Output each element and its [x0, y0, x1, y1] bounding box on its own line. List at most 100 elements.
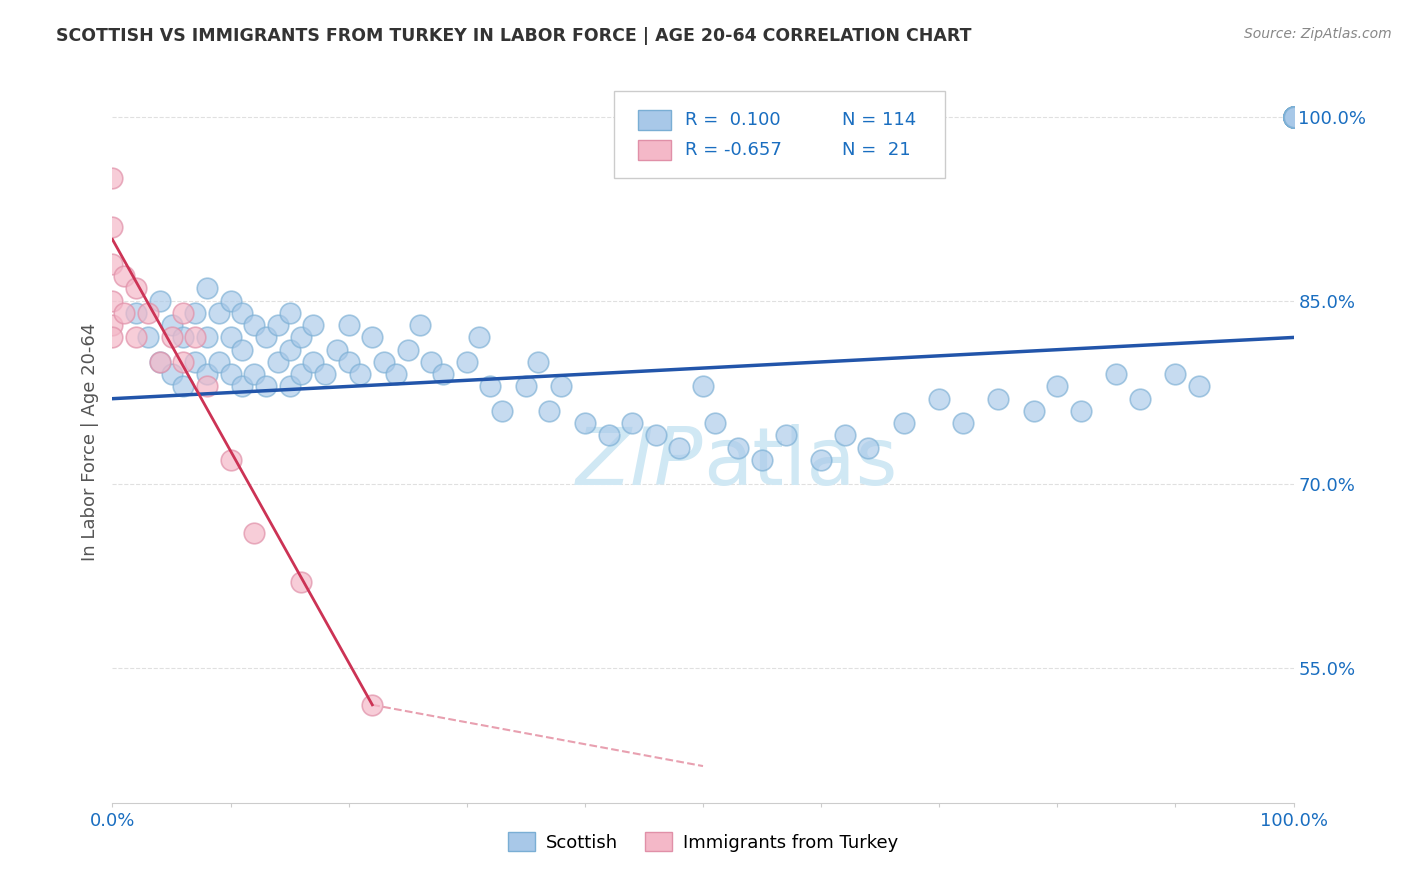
Text: SCOTTISH VS IMMIGRANTS FROM TURKEY IN LABOR FORCE | AGE 20-64 CORRELATION CHART: SCOTTISH VS IMMIGRANTS FROM TURKEY IN LA…: [56, 27, 972, 45]
Point: [1282, 110, 1305, 124]
Point: [1282, 110, 1305, 124]
Point: [219, 453, 242, 467]
Point: [101, 293, 124, 308]
Point: [254, 330, 277, 344]
Point: [172, 355, 194, 369]
Point: [349, 367, 371, 381]
Point: [302, 318, 325, 333]
Point: [1164, 367, 1187, 381]
Point: [160, 318, 183, 333]
Text: R =  0.100: R = 0.100: [685, 111, 780, 129]
Point: [1282, 110, 1305, 124]
Point: [893, 416, 915, 430]
Point: [101, 220, 124, 235]
Point: [1282, 110, 1305, 124]
Point: [125, 281, 148, 295]
Point: [1282, 110, 1305, 124]
Point: [775, 428, 797, 442]
Point: [172, 379, 194, 393]
Point: [254, 379, 277, 393]
Point: [231, 379, 253, 393]
Point: [420, 355, 443, 369]
Point: [290, 575, 312, 590]
Point: [136, 330, 159, 344]
Point: [125, 306, 148, 320]
Point: [243, 318, 266, 333]
Point: [184, 330, 207, 344]
Point: [314, 367, 336, 381]
Point: [195, 367, 218, 381]
Point: [361, 698, 384, 712]
Point: [101, 257, 124, 271]
Point: [1282, 110, 1305, 124]
FancyBboxPatch shape: [614, 91, 945, 178]
Point: [149, 355, 172, 369]
Point: [1282, 110, 1305, 124]
Legend: Scottish, Immigrants from Turkey: Scottish, Immigrants from Turkey: [501, 825, 905, 859]
Point: [373, 355, 395, 369]
Point: [184, 306, 207, 320]
Point: [337, 318, 360, 333]
Point: [810, 453, 832, 467]
Text: R = -0.657: R = -0.657: [685, 141, 782, 160]
Point: [1282, 110, 1305, 124]
Point: [101, 171, 124, 186]
Point: [727, 441, 749, 455]
Point: [231, 306, 253, 320]
Point: [538, 404, 561, 418]
Point: [668, 441, 690, 455]
Point: [456, 355, 478, 369]
Point: [692, 379, 714, 393]
Point: [1070, 404, 1092, 418]
Point: [337, 355, 360, 369]
Point: [361, 330, 384, 344]
Point: [1282, 110, 1305, 124]
Point: [195, 330, 218, 344]
Point: [644, 428, 666, 442]
Point: [208, 355, 231, 369]
Point: [1282, 110, 1305, 124]
Point: [326, 343, 349, 357]
Point: [278, 343, 301, 357]
Point: [1282, 110, 1305, 124]
Point: [219, 293, 242, 308]
Point: [987, 392, 1010, 406]
Text: Source: ZipAtlas.com: Source: ZipAtlas.com: [1244, 27, 1392, 41]
Point: [1282, 110, 1305, 124]
Point: [1022, 404, 1045, 418]
Point: [1282, 110, 1305, 124]
Point: [1105, 367, 1128, 381]
Point: [278, 379, 301, 393]
Point: [928, 392, 950, 406]
Point: [751, 453, 773, 467]
Point: [243, 367, 266, 381]
Point: [1282, 110, 1305, 124]
Point: [290, 367, 312, 381]
Point: [112, 306, 135, 320]
Point: [195, 281, 218, 295]
Point: [1282, 110, 1305, 124]
Point: [101, 330, 124, 344]
Point: [952, 416, 974, 430]
Point: [160, 367, 183, 381]
Point: [1282, 110, 1305, 124]
Point: [598, 428, 620, 442]
Point: [858, 441, 880, 455]
Point: [526, 355, 548, 369]
Point: [267, 355, 290, 369]
Point: [172, 306, 194, 320]
FancyBboxPatch shape: [638, 140, 671, 161]
Point: [136, 306, 159, 320]
Point: [1282, 110, 1305, 124]
Point: [278, 306, 301, 320]
Point: [219, 367, 242, 381]
Point: [1282, 110, 1305, 124]
Point: [703, 416, 725, 430]
Point: [515, 379, 537, 393]
Text: ZIP: ZIP: [575, 425, 703, 502]
Point: [231, 343, 253, 357]
Point: [184, 355, 207, 369]
Point: [1282, 110, 1305, 124]
Point: [160, 330, 183, 344]
Y-axis label: In Labor Force | Age 20-64: In Labor Force | Age 20-64: [80, 322, 98, 561]
